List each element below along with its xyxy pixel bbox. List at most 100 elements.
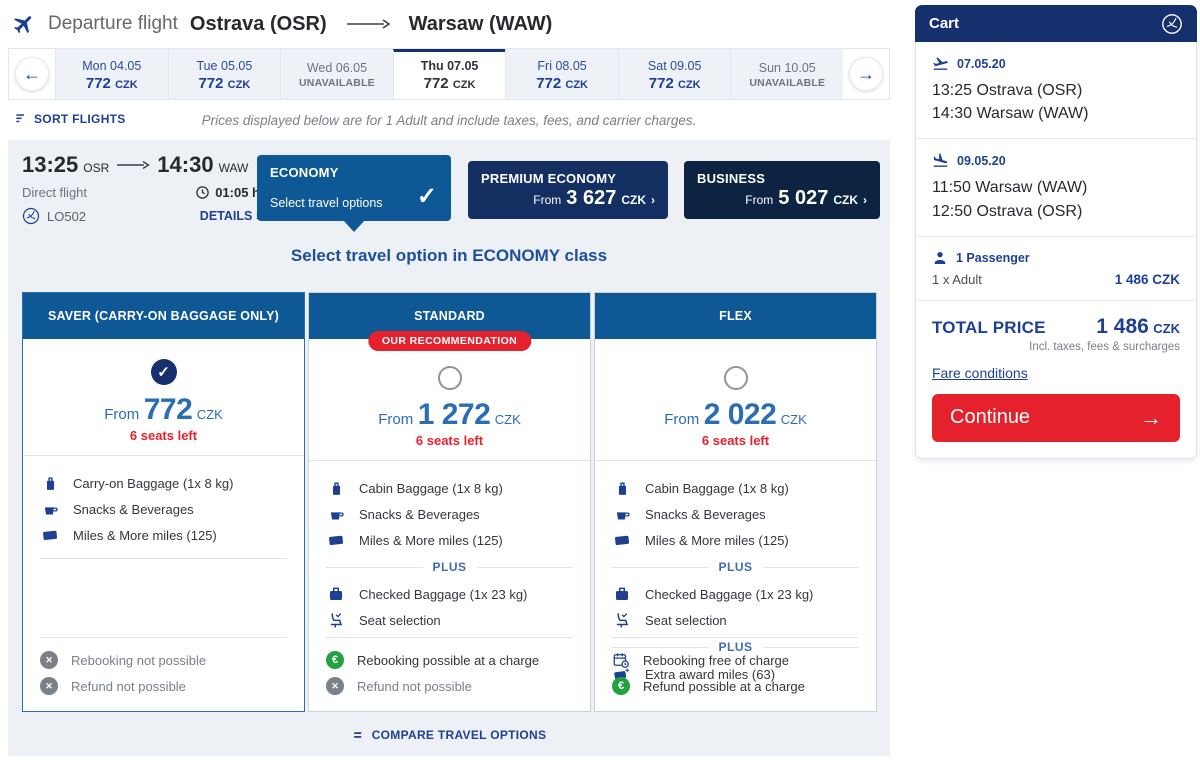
date-tab-tue[interactable]: Tue 05.05 772 CZK [167, 49, 281, 99]
x-circle-icon: ✕ [40, 651, 58, 669]
select-option-heading: Select travel option in ECONOMY class [290, 246, 608, 265]
feature-row: Checked Baggage (1x 23 kg) [326, 581, 573, 607]
clock-icon [195, 185, 210, 200]
standard-radio[interactable] [437, 366, 462, 390]
date-tab-wed: Wed 06.05 UNAVAILABLE [280, 49, 393, 99]
date-tab-sun: Sun 10.05 UNAVAILABLE [730, 49, 844, 99]
date-strip: ← Mon 04.05 772 CZK Tue 05.05 772 CZK We… [8, 48, 890, 100]
compare-travel-options-link[interactable]: COMPARE TRAVEL OPTIONS [8, 728, 890, 742]
cart-inbound-segment: 09.05.20 11:50 Warsaw (WAW) 12:50 Ostrav… [916, 139, 1196, 237]
snacks-icon [612, 504, 632, 524]
fare-card-flex[interactable]: FLEX From 2 022 CZK 6 seats left Cabin B… [594, 292, 877, 712]
flight-results-panel: 13:25 OSR 14:30 WAW Direct flight 01:05 … [8, 140, 890, 756]
status-row: € Refund possible at a charge [612, 673, 859, 699]
departure-code: OSR [83, 161, 110, 175]
date-tab-mon[interactable]: Mon 04.05 772 CZK [55, 49, 168, 99]
flight-type: Direct flight [22, 185, 88, 200]
status-row: ✕ Refund not possible [326, 673, 573, 699]
cart-total-section: TOTAL PRICE 1 486 CZK Incl. taxes, fees … [916, 301, 1196, 458]
miles-card-icon [40, 525, 60, 545]
date-tab-sat[interactable]: Sat 09.05 772 CZK [617, 49, 731, 99]
snacks-icon [326, 504, 346, 524]
previous-dates-button[interactable]: ← [15, 57, 49, 91]
departure-plane-icon [12, 12, 36, 36]
rebooking-calendar-icon [612, 651, 630, 669]
taxes-note: Incl. taxes, fees & surcharges [1029, 340, 1180, 353]
route-arrow-icon [345, 18, 391, 30]
cabin-baggage-icon [326, 478, 346, 498]
seat-selection-icon [326, 610, 346, 630]
outbound-departure: 13:25 Ostrava (OSR) [932, 82, 1083, 99]
arrow-right-icon: → [1140, 404, 1162, 430]
tab-economy-selected[interactable]: ECONOMY Select travel options ✓ [257, 155, 451, 232]
flight-landing-icon [932, 152, 949, 169]
flight-number: LO502 [47, 208, 87, 224]
check-icon: ✓ [416, 183, 437, 210]
prices-disclaimer: Prices displayed below are for 1 Adult a… [201, 113, 697, 128]
cart-title: Cart [929, 15, 960, 32]
feature-row: Checked Baggage (1x 23 kg) [612, 581, 859, 607]
fare-conditions-link[interactable]: Fare conditions [932, 364, 1028, 381]
euro-circle-icon: € [612, 677, 630, 695]
flight-duration: 01:05 h [215, 185, 260, 200]
details-link[interactable]: DETAILS › [200, 209, 260, 223]
continue-button[interactable]: Continue → [932, 393, 1180, 442]
status-row: Rebooking free of charge [612, 647, 859, 673]
fare-card-saver[interactable]: SAVER (CARRY-ON BAGGAGE ONLY) ✓ From 772… [22, 292, 305, 712]
checked-baggage-icon [326, 584, 346, 604]
fare-price: From 772 CZK [104, 393, 223, 426]
euro-circle-icon: € [326, 651, 344, 669]
next-dates-button[interactable]: → [849, 57, 884, 91]
passenger-type: 1 x Adult [932, 271, 982, 287]
miles-card-icon [612, 530, 632, 550]
feature-row: Snacks & Beverages [612, 501, 859, 527]
flight-summary: 13:25 OSR 14:30 WAW Direct flight 01:05 … [22, 152, 260, 225]
feature-row: Seat selection [612, 607, 859, 633]
cart-panel: Cart 07.05.20 13:25 Ostrava (OSR) 14:30 … [915, 5, 1197, 459]
status-row: ✕ Rebooking not possible [40, 647, 287, 673]
arrival-time: 14:30 [157, 152, 214, 177]
feature-row: Miles & More miles (125) [326, 527, 573, 553]
feature-row: Snacks & Beverages [326, 501, 573, 527]
feature-row: Miles & More miles (125) [612, 527, 859, 553]
x-circle-icon: ✕ [40, 677, 58, 695]
miles-card-icon [326, 530, 346, 550]
checked-baggage-icon [612, 584, 632, 604]
flight-arrow-icon [116, 160, 151, 170]
seats-left-badge: 6 seats left [129, 428, 198, 443]
status-row: ✕ Refund not possible [40, 673, 287, 699]
sort-flights-button[interactable]: SORT FLIGHTS [14, 112, 126, 126]
fare-cards-row: SAVER (CARRY-ON BAGGAGE ONLY) ✓ From 772… [22, 292, 877, 712]
plus-divider: PLUS [612, 560, 860, 574]
fare-card-standard[interactable]: STANDARD OUR RECOMMENDATION From 1 272 C… [308, 292, 591, 712]
destination-city: Warsaw (WAW) [408, 12, 553, 35]
total-price-label: TOTAL PRICE [932, 317, 1046, 337]
saver-radio-checked[interactable]: ✓ [150, 359, 177, 385]
feature-row: Cabin Baggage (1x 8 kg) [612, 475, 859, 501]
page-header: Departure flight Ostrava (OSR) Warsaw (W… [12, 8, 552, 40]
chevron-right-icon: › [651, 193, 655, 207]
compare-icon [352, 729, 365, 742]
tab-business[interactable]: BUSINESS From 5 027 CZK › [684, 161, 880, 219]
plus-divider: PLUS [612, 640, 860, 654]
tab-premium-economy[interactable]: PREMIUM ECONOMY From 3 627 CZK › [468, 161, 668, 219]
inbound-departure: 11:50 Warsaw (WAW) [932, 179, 1088, 197]
x-circle-icon: ✕ [326, 677, 344, 695]
feature-row: Cabin Baggage (1x 8 kg) [326, 475, 573, 501]
date-tab-thu-selected[interactable]: Thu 07.05 772 CZK [392, 49, 506, 99]
sort-icon [14, 112, 28, 126]
chevron-right-icon: › [863, 193, 867, 207]
date-tab-fri[interactable]: Fri 08.05 772 CZK [505, 49, 618, 99]
fare-card-title: SAVER (CARRY-ON BAGGAGE ONLY) [23, 293, 304, 339]
seats-left-badge: 6 seats left [415, 433, 484, 448]
flex-radio[interactable] [723, 366, 748, 390]
arrival-code: WAW [218, 161, 249, 175]
departure-time: 13:25 [22, 152, 79, 177]
fare-price: From 2 022 CZK [664, 398, 807, 431]
plus-divider: PLUS [326, 560, 574, 574]
cart-header: Cart [915, 5, 1197, 42]
airline-logo-icon [1161, 13, 1183, 35]
fare-card-title: FLEX [595, 293, 876, 339]
feature-row: Seat selection [326, 607, 573, 633]
carry-on-baggage-icon [40, 473, 60, 493]
